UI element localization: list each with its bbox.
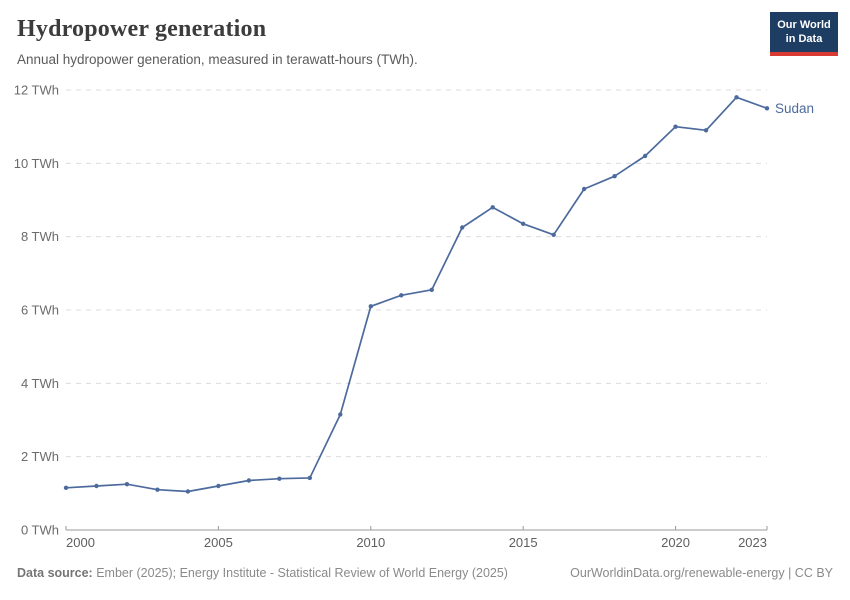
x-tick-label: 2020 [661,535,690,550]
y-tick-label: 4 TWh [21,376,59,391]
chart-canvas: 0 TWh 2 TWh 4 TWh 6 TWh 8 TWh 10 TWh 12 TWh 200… [14,83,814,551]
data-point-marker [216,483,221,489]
owid-url-link[interactable]: OurWorldinData.org/renewable-energy | CC… [570,566,833,580]
data-point-marker [399,293,404,298]
data-point-marker [338,412,343,417]
data-source-note: Data source: Ember (2025); Energy Instit… [17,566,508,580]
line-chart: 0 TWh 2 TWh 4 TWh 6 TWh 8 TWh 10 TWh 12 TWh 200… [0,78,850,560]
series-end-label[interactable]: Sudan [775,101,814,116]
data-point-marker [581,186,587,192]
data-point-marker [612,173,617,179]
data-point-marker [63,485,69,491]
y-tick-label: 6 TWh [21,303,59,318]
data-point-marker [124,481,130,487]
x-tick-label: 2005 [204,535,233,550]
data-point-marker [368,304,373,309]
data-point-marker [185,489,191,494]
data-source-text: Ember (2025); Energy Institute - Statist… [92,566,508,580]
data-point-marker [155,487,160,492]
chart-footer: Data source: Ember (2025); Energy Instit… [17,566,833,580]
data-point-marker [429,287,434,293]
data-point-marker [460,225,465,230]
y-tick-label: 12 TWh [14,83,59,98]
x-tick-label: 2023 [738,535,767,550]
data-point-marker [277,476,282,481]
data-point-marker [246,478,252,483]
chart-subtitle: Annual hydropower generation, measured i… [17,52,418,67]
owid-logo[interactable]: Our World in Data [770,12,838,56]
owid-logo-line2: in Data [785,33,823,46]
y-tick-label: 0 TWh [21,523,59,538]
x-tick-label: 2010 [356,535,385,550]
data-point-marker [94,483,99,489]
data-point-marker [764,106,770,111]
data-point-marker [642,153,648,159]
y-tick-label: 2 TWh [21,449,59,464]
data-source-label: Data source: [17,566,93,580]
x-tick-label: 2015 [509,535,538,550]
data-point-marker [673,124,678,129]
data-point-marker [520,221,526,227]
data-point-marker [490,205,495,210]
data-point-marker [703,128,709,133]
data-point-marker [307,475,313,481]
chart-title: Hydropower generation [17,16,267,42]
y-tick-label: 8 TWh [21,229,59,244]
y-tick-label: 10 TWh [14,156,59,171]
data-point-marker [551,232,556,238]
x-tick-label: 2000 [66,535,95,550]
owid-logo-line1: Our World [777,19,831,31]
data-point-marker [734,95,739,100]
chart-header: Hydropower generation Annual hydropower … [17,16,757,67]
data-line-sudan[interactable] [65,96,768,493]
